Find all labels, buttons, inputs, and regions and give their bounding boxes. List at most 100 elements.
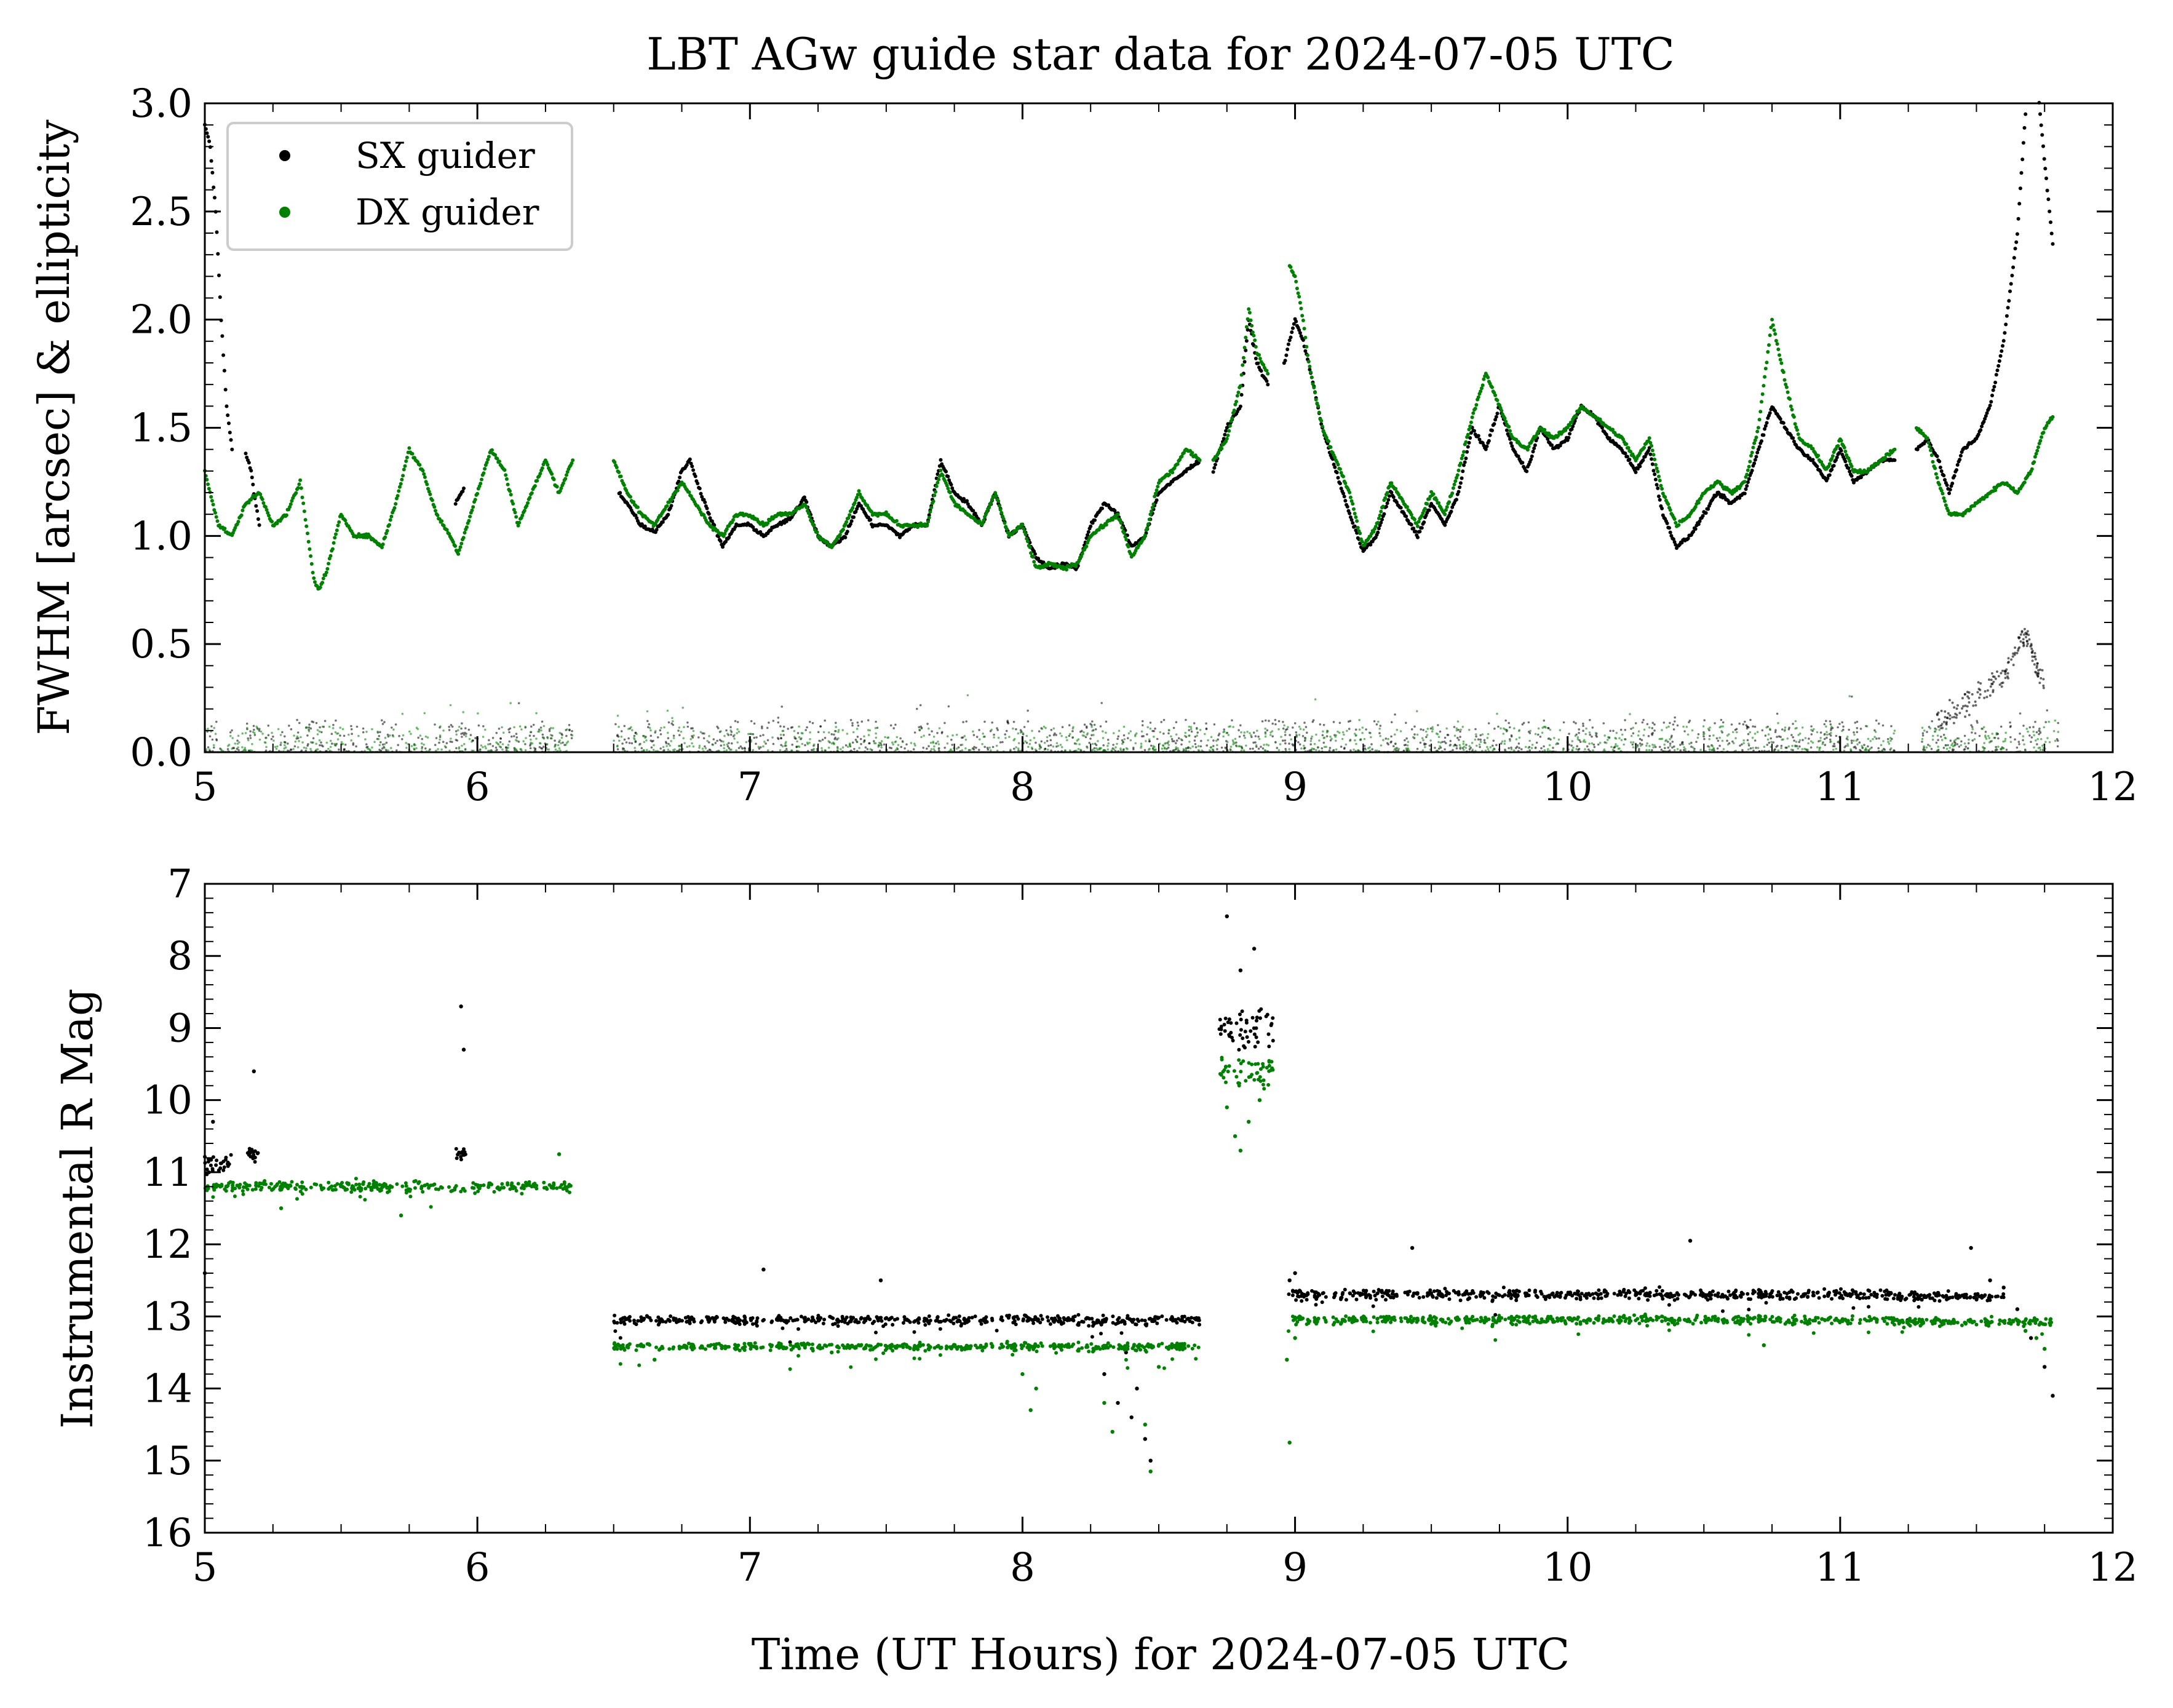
ellipticity-point-sx-guider bbox=[1325, 735, 1329, 737]
fwhm-point-sx-guider bbox=[1778, 417, 1782, 421]
fwhm-point-sx-guider bbox=[1938, 466, 1942, 469]
ellipticity-point-sx-guider bbox=[1824, 744, 1827, 746]
ellipticity-point-dx-guider bbox=[2024, 749, 2027, 752]
ellipticity-point-dx-guider bbox=[867, 734, 870, 736]
ellipticity-point-sx-guider bbox=[2032, 726, 2035, 728]
fwhm-point-sx-guider bbox=[699, 491, 703, 496]
ellipticity-point-dx-guider bbox=[1605, 742, 1608, 744]
ellipticity-point-dx-guider bbox=[1191, 745, 1194, 748]
ellipticity-point-sx-guider bbox=[1237, 729, 1240, 731]
ellipticity-point-dx-guider bbox=[902, 741, 904, 744]
ellipticity-point-dx-guider bbox=[1798, 739, 1802, 742]
ellipticity-point-dx-guider bbox=[1893, 729, 1896, 732]
ellipticity-point-sx-guider bbox=[571, 729, 573, 733]
ellipticity-point-sx-guider bbox=[1937, 718, 1941, 721]
ellipticity-point-sx-guider bbox=[670, 722, 673, 725]
ellipticity-point-sx-guider bbox=[1054, 732, 1056, 735]
fwhm-point-dx-guider bbox=[619, 474, 623, 479]
ellipticity-point-dx-guider bbox=[2025, 728, 2028, 730]
fwhm-point-dx-guider bbox=[456, 552, 461, 556]
ellipticity-point-sx-guider bbox=[568, 724, 571, 726]
ellipticity-point-sx-guider bbox=[1792, 736, 1794, 739]
ellipticity-point-sx-guider bbox=[1573, 721, 1575, 723]
ellipticity-point-sx-guider bbox=[1420, 728, 1422, 731]
ellipticity-point-dx-guider bbox=[1309, 740, 1313, 742]
ellipticity-point-dx-guider bbox=[546, 743, 549, 745]
ellipticity-point-dx-guider bbox=[1043, 725, 1046, 728]
ellipticity-point-sx-guider bbox=[2026, 630, 2029, 633]
ellipticity-point-dx-guider bbox=[392, 735, 395, 738]
ellipticity-point-dx-guider bbox=[1246, 731, 1249, 733]
ellipticity-point-dx-guider bbox=[421, 747, 423, 750]
ellipticity-point-sx-guider bbox=[978, 749, 980, 751]
ellipticity-point-sx-guider bbox=[1543, 719, 1546, 722]
ellipticity-point-sx-guider bbox=[785, 748, 788, 750]
ellipticity-point-sx-guider bbox=[1877, 747, 1880, 750]
ellipticity-point-dx-guider bbox=[833, 729, 836, 733]
fwhm-point-dx-guider bbox=[306, 531, 309, 536]
fwhm-point-dx-guider bbox=[284, 513, 288, 517]
ellipticity-point-sx-guider bbox=[1963, 734, 1966, 737]
ellipticity-point-sx-guider bbox=[1528, 749, 1531, 752]
ellipticity-point-dx-guider bbox=[1669, 738, 1671, 741]
ellipticity-point-dx-guider bbox=[910, 742, 913, 744]
ellipticity-point-sx-guider bbox=[2017, 741, 2020, 743]
ellipticity-point-sx-guider bbox=[1746, 739, 1749, 742]
ellipticity-point-sx-guider bbox=[379, 741, 382, 744]
ellipticity-point-sx-guider bbox=[824, 737, 827, 739]
ellipticity-point-dx-guider bbox=[1747, 742, 1750, 745]
ellipticity-point-dx-guider bbox=[1801, 748, 1803, 750]
ellipticity-point-dx-guider bbox=[928, 727, 930, 730]
ellipticity-point-sx-guider bbox=[1180, 743, 1183, 746]
fwhm-point-dx-guider bbox=[214, 515, 218, 519]
ellipticity-point-dx-guider bbox=[1873, 736, 1876, 738]
ellipticity-point-dx-guider bbox=[979, 738, 981, 741]
ellipticity-point-sx-guider bbox=[811, 721, 814, 725]
ellipticity-point-sx-guider bbox=[2042, 684, 2045, 687]
fwhm-point-dx-guider bbox=[471, 505, 475, 509]
ellipticity-point-dx-guider bbox=[1584, 741, 1587, 744]
ellipticity-point-dx-guider bbox=[1784, 729, 1786, 731]
ellipticity-point-sx-guider bbox=[1171, 740, 1174, 742]
ellipticity-point-sx-guider bbox=[1257, 735, 1260, 738]
ellipticity-point-sx-guider bbox=[362, 727, 365, 730]
ellipticity-point-dx-guider bbox=[1116, 742, 1118, 745]
ellipticity-point-sx-guider bbox=[2023, 627, 2026, 630]
ellipticity-point-sx-guider bbox=[667, 721, 670, 724]
ellipticity-point-dx-guider bbox=[365, 731, 368, 733]
ellipticity-point-sx-guider bbox=[1589, 718, 1591, 721]
ellipticity-point-sx-guider bbox=[1213, 723, 1216, 726]
ellipticity-point-sx-guider bbox=[759, 734, 762, 737]
ellipticity-point-sx-guider bbox=[866, 748, 869, 750]
ellipticity-point-sx-guider bbox=[463, 733, 466, 736]
ellipticity-point-sx-guider bbox=[541, 733, 544, 736]
ellipticity-point-dx-guider bbox=[423, 743, 425, 746]
ellipticity-point-sx-guider bbox=[2022, 638, 2025, 641]
ellipticity-point-sx-guider bbox=[1261, 720, 1264, 723]
ellipticity-point-sx-guider bbox=[1035, 741, 1037, 744]
ellipticity-point-sx-guider bbox=[1709, 734, 1711, 737]
fwhm-point-sx-guider bbox=[221, 353, 226, 357]
ellipticity-point-dx-guider bbox=[1382, 739, 1384, 741]
fwhm-point-sx-guider bbox=[635, 516, 639, 520]
ellipticity-point-dx-guider bbox=[757, 745, 760, 749]
ellipticity-point-dx-guider bbox=[1637, 734, 1640, 737]
ellipticity-point-dx-guider bbox=[1585, 727, 1587, 730]
ellipticity-point-sx-guider bbox=[780, 737, 782, 740]
ellipticity-point-dx-guider bbox=[241, 746, 244, 749]
ellipticity-point-sx-guider bbox=[860, 743, 862, 745]
ellipticity-point-dx-guider bbox=[1170, 735, 1172, 738]
fwhm-point-sx-guider bbox=[217, 273, 221, 277]
ellipticity-point-sx-guider bbox=[1837, 726, 1839, 729]
ellipticity-point-dx-guider bbox=[1806, 749, 1809, 751]
ellipticity-point-dx-guider bbox=[461, 744, 463, 747]
ellipticity-point-dx-guider bbox=[667, 749, 670, 751]
ellipticity-point-dx-guider bbox=[1017, 747, 1020, 750]
ellipticity-point-dx-guider bbox=[698, 744, 701, 747]
ellipticity-point-dx-guider bbox=[279, 734, 282, 736]
ellipticity-point-sx-guider bbox=[720, 740, 723, 742]
ellipticity-point-dx-guider bbox=[1710, 749, 1713, 752]
ellipticity-point-dx-guider bbox=[891, 741, 894, 744]
ellipticity-point-dx-guider bbox=[1479, 741, 1482, 743]
ellipticity-point-dx-guider bbox=[1129, 739, 1132, 742]
